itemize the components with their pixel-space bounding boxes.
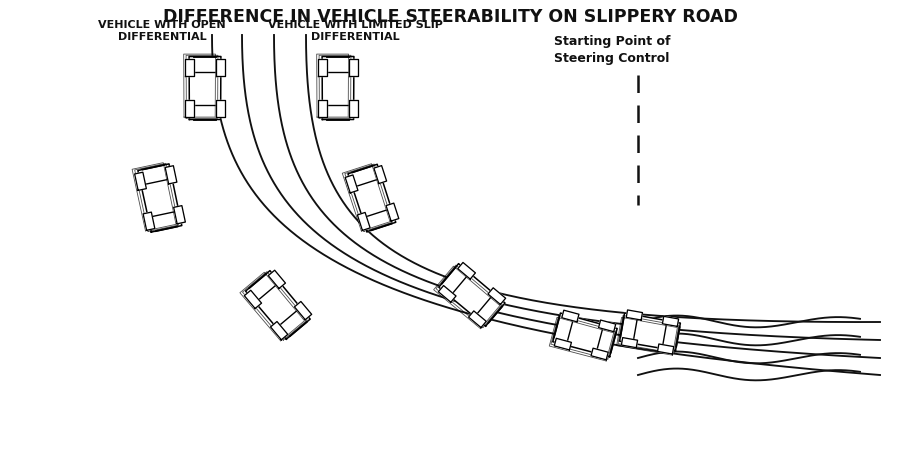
Polygon shape bbox=[626, 310, 643, 320]
Polygon shape bbox=[562, 310, 579, 322]
Text: VEHICLE WITH OPEN
DIFFERENTIAL: VEHICLE WITH OPEN DIFFERENTIAL bbox=[98, 20, 226, 41]
Polygon shape bbox=[322, 57, 354, 120]
Polygon shape bbox=[553, 313, 617, 357]
Polygon shape bbox=[439, 264, 505, 326]
Polygon shape bbox=[348, 164, 396, 232]
Polygon shape bbox=[458, 262, 475, 279]
Polygon shape bbox=[216, 59, 225, 76]
Polygon shape bbox=[357, 212, 370, 230]
Polygon shape bbox=[621, 338, 637, 348]
Polygon shape bbox=[438, 286, 456, 302]
Polygon shape bbox=[662, 316, 679, 326]
Polygon shape bbox=[174, 206, 185, 224]
Text: Starting Point of
Steering Control: Starting Point of Steering Control bbox=[554, 35, 670, 65]
Polygon shape bbox=[294, 302, 311, 320]
Polygon shape bbox=[319, 59, 327, 76]
Polygon shape bbox=[166, 166, 177, 184]
Polygon shape bbox=[216, 100, 225, 117]
Polygon shape bbox=[271, 321, 288, 340]
Polygon shape bbox=[244, 290, 262, 309]
Polygon shape bbox=[246, 270, 310, 339]
Polygon shape bbox=[374, 166, 387, 184]
Polygon shape bbox=[619, 313, 680, 351]
Text: DIFFERENCE IN VEHICLE STEERABILITY ON SLIPPERY ROAD: DIFFERENCE IN VEHICLE STEERABILITY ON SL… bbox=[163, 8, 737, 26]
Polygon shape bbox=[143, 212, 155, 230]
Polygon shape bbox=[185, 59, 193, 76]
Polygon shape bbox=[658, 344, 674, 354]
Text: VEHICLE WITH LIMITED SLIP
DIFFERENTIAL: VEHICLE WITH LIMITED SLIP DIFFERENTIAL bbox=[267, 20, 443, 41]
Polygon shape bbox=[349, 100, 358, 117]
Polygon shape bbox=[591, 348, 608, 360]
Polygon shape bbox=[268, 270, 285, 288]
Polygon shape bbox=[554, 338, 572, 350]
Polygon shape bbox=[598, 320, 616, 332]
Polygon shape bbox=[319, 100, 327, 117]
Polygon shape bbox=[135, 172, 147, 190]
Polygon shape bbox=[386, 203, 399, 221]
Polygon shape bbox=[185, 100, 193, 117]
Polygon shape bbox=[138, 164, 182, 232]
Polygon shape bbox=[189, 57, 220, 120]
Polygon shape bbox=[346, 175, 358, 193]
Polygon shape bbox=[469, 311, 486, 328]
Polygon shape bbox=[488, 288, 506, 305]
Polygon shape bbox=[349, 59, 358, 76]
